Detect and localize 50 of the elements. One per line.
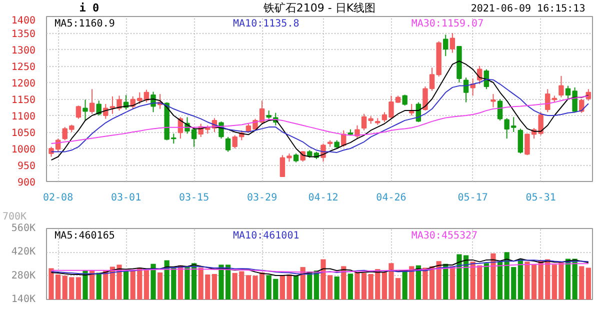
x-tick-label: 03-01: [111, 192, 142, 204]
y-tick-label: 1350: [11, 29, 36, 40]
x-tick-label: 03-15: [179, 192, 210, 204]
y-tick-label: 280K: [11, 270, 36, 282]
candlestick: [76, 105, 82, 120]
y-tick-label: 1150: [11, 95, 36, 106]
line-series: [50, 263, 589, 273]
text: i 0: [79, 2, 100, 14]
x-tick-label: 05-31: [526, 192, 556, 204]
y-tick-label: 1300: [11, 46, 36, 56]
candlestick: [89, 88, 95, 114]
y-tick-label: 140K: [11, 294, 36, 305]
x-tick-label: 04-12: [308, 192, 338, 204]
y-tick-label: 1250: [11, 62, 36, 73]
y-tick-label: 1050: [11, 128, 36, 139]
x-tick-label: 02-08: [43, 192, 74, 204]
candlestick: [490, 94, 496, 108]
candlestick: [558, 75, 564, 98]
candlestick: [518, 128, 524, 154]
candlestick: [463, 77, 469, 103]
y-tick-label: 420K: [11, 246, 36, 258]
y-tick-label: 950: [17, 161, 36, 172]
candlestick: [225, 136, 231, 152]
chart-title: 铁矿石2109 - 日K线图: [262, 2, 376, 14]
text: MA30:1159.07: [411, 18, 484, 30]
y-tick-label: 1000: [11, 144, 36, 156]
text: MA10:1135.8: [233, 18, 300, 30]
y-tick-label: 1100: [11, 112, 36, 122]
text: MA5:1160.9: [54, 18, 115, 30]
y-tick-label: 1200: [11, 78, 36, 90]
candlestick: [402, 94, 408, 106]
candlestick: [497, 98, 503, 121]
x-tick-label: 03-29: [246, 192, 278, 204]
text: MA5:460165: [54, 230, 115, 242]
y-tick-label: 900: [17, 178, 36, 188]
text: MA30:455327: [411, 230, 478, 242]
text: 2021-06-09 16:15:13: [470, 4, 586, 14]
x-tick-label: 04-26: [376, 192, 406, 204]
candlestick: [470, 78, 476, 96]
candlestick: [443, 34, 448, 57]
candlestick: [450, 32, 456, 54]
y-tick-label: 560K: [11, 223, 36, 234]
y-tick-label: 1400: [11, 16, 36, 26]
candlestick: [96, 100, 102, 116]
x-tick-label: 05-17: [458, 192, 488, 204]
candlestick: [409, 103, 414, 116]
text: 700K: [2, 212, 27, 222]
candlestick: [545, 88, 550, 113]
candlestick: [82, 99, 88, 121]
text: MA10:461001: [233, 230, 300, 242]
